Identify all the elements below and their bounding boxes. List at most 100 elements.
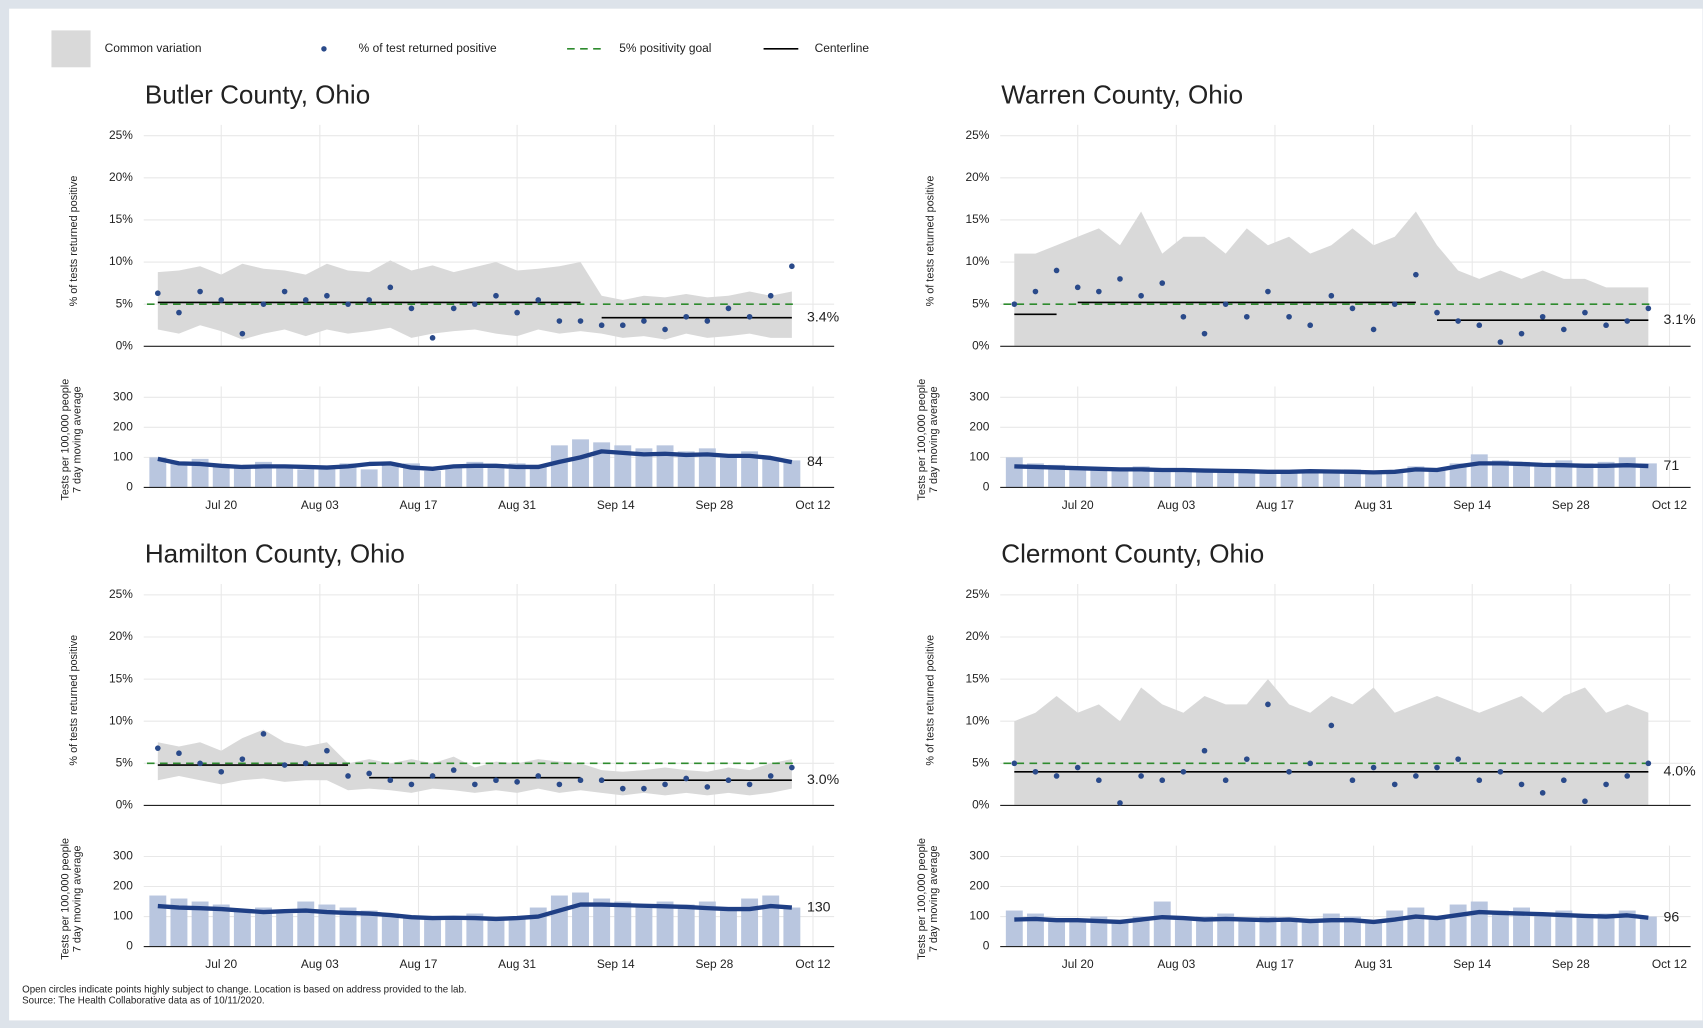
test-bar [445,466,463,488]
y-tick-label: 15% [109,671,133,685]
test-bar [487,466,505,488]
test-bar [783,460,801,488]
positivity-point [1560,326,1567,333]
y-tick-label: 100 [113,909,133,923]
y-tick-label: 5% [116,296,134,310]
x-tick-label: Sep 14 [597,498,635,512]
positivity-point [1011,760,1018,767]
positivity-point [1011,301,1018,307]
test-bar [698,448,716,488]
average-end-label: 84 [807,453,823,469]
positivity-point [1096,777,1102,784]
x-tick-label: Sep 14 [1453,498,1491,512]
positivity-point [1117,800,1123,806]
test-bar [1132,916,1150,947]
moving-average-line [1014,909,1649,925]
positivity-point [281,762,288,768]
test-bar [635,448,653,488]
y-axis-label: Tests per 100,000 people [916,379,928,501]
test-bar [191,901,209,947]
test-bar [1153,901,1171,947]
x-tick-label: Oct 12 [1652,957,1688,971]
positivity-point [429,335,436,341]
positivity-point [725,777,732,784]
positivity-point [1476,777,1483,784]
test-bar [381,464,399,488]
test-bar [1026,913,1044,947]
positivity-point [683,775,690,782]
positivity-point [1582,798,1588,805]
test-bar [1259,916,1277,947]
positivity-point [1603,322,1609,329]
positivity-point [429,773,436,779]
test-bar [170,898,188,947]
positivity-point [493,292,499,299]
positivity-point [1434,764,1440,771]
test-bar [1111,922,1129,947]
test-bar [550,445,568,488]
positivity-point [1307,760,1314,767]
positivity-point [1328,722,1335,729]
y-tick-label: 20% [965,170,989,184]
test-bar [1174,469,1192,488]
positivity-point [154,290,161,297]
positivity-point [239,330,246,337]
x-tick-label: Aug 17 [1256,957,1294,971]
y-tick-label: 10% [965,254,989,268]
positivity-point [387,777,394,784]
legend-label: Centerline [815,41,870,55]
x-tick-label: Sep 28 [1552,498,1590,512]
test-bar [445,916,463,947]
y-tick-label: 15% [965,671,989,685]
x-tick-label: Aug 03 [301,498,339,512]
test-bar [381,913,399,947]
positivity-point [345,301,351,307]
legend-band-swatch [51,30,91,68]
positivity-point [1159,777,1166,784]
positivity-point [1074,764,1081,771]
positivity-point [598,322,605,329]
test-bar [1301,470,1319,488]
x-tick-label: Aug 31 [1355,498,1393,512]
y-axis-label: Tests per 100,000 people [59,838,71,960]
positivity-point [1053,267,1060,274]
positivity-point [1222,301,1229,307]
y-axis-label: Tests per 100,000 people [59,379,71,501]
test-bar [402,916,420,947]
test-bar [1639,463,1657,488]
y-tick-label: 10% [109,254,133,268]
positivity-point [1265,288,1271,295]
test-bar [1555,910,1573,947]
positivity-point [662,781,668,788]
test-bar [1090,467,1108,488]
positivity-point [1560,777,1567,784]
moving-average-line [157,902,793,922]
test-bar [276,913,294,947]
positivity-point [789,764,795,771]
test-bar [1005,457,1023,488]
x-tick-label: Oct 12 [1652,498,1688,512]
y-axis-label: % of tests returned positive [68,635,80,766]
positivity-point [1222,777,1229,784]
test-bar [1618,457,1636,488]
positivity-point [514,309,520,316]
y-axis-label: 7 day moving average [928,386,940,493]
x-tick-label: Jul 20 [205,957,237,971]
positivity-point [1201,330,1208,337]
positivity-point [154,745,161,752]
test-bar [529,464,547,488]
test-bar [677,904,695,947]
x-tick-label: Sep 28 [1552,957,1590,971]
y-tick-label: 0 [126,480,133,494]
test-bar [1090,916,1108,947]
test-bar [783,907,801,947]
positivity-point [345,773,351,779]
positivity-point [535,297,542,303]
y-axis-label: 7 day moving average [928,845,940,952]
positivity-point [1624,318,1631,324]
x-tick-label: Aug 03 [1157,957,1195,971]
positivity-point [1518,330,1525,337]
positivity-point [1434,309,1440,316]
positivity-point [1497,768,1504,775]
positivity-point [197,288,203,295]
